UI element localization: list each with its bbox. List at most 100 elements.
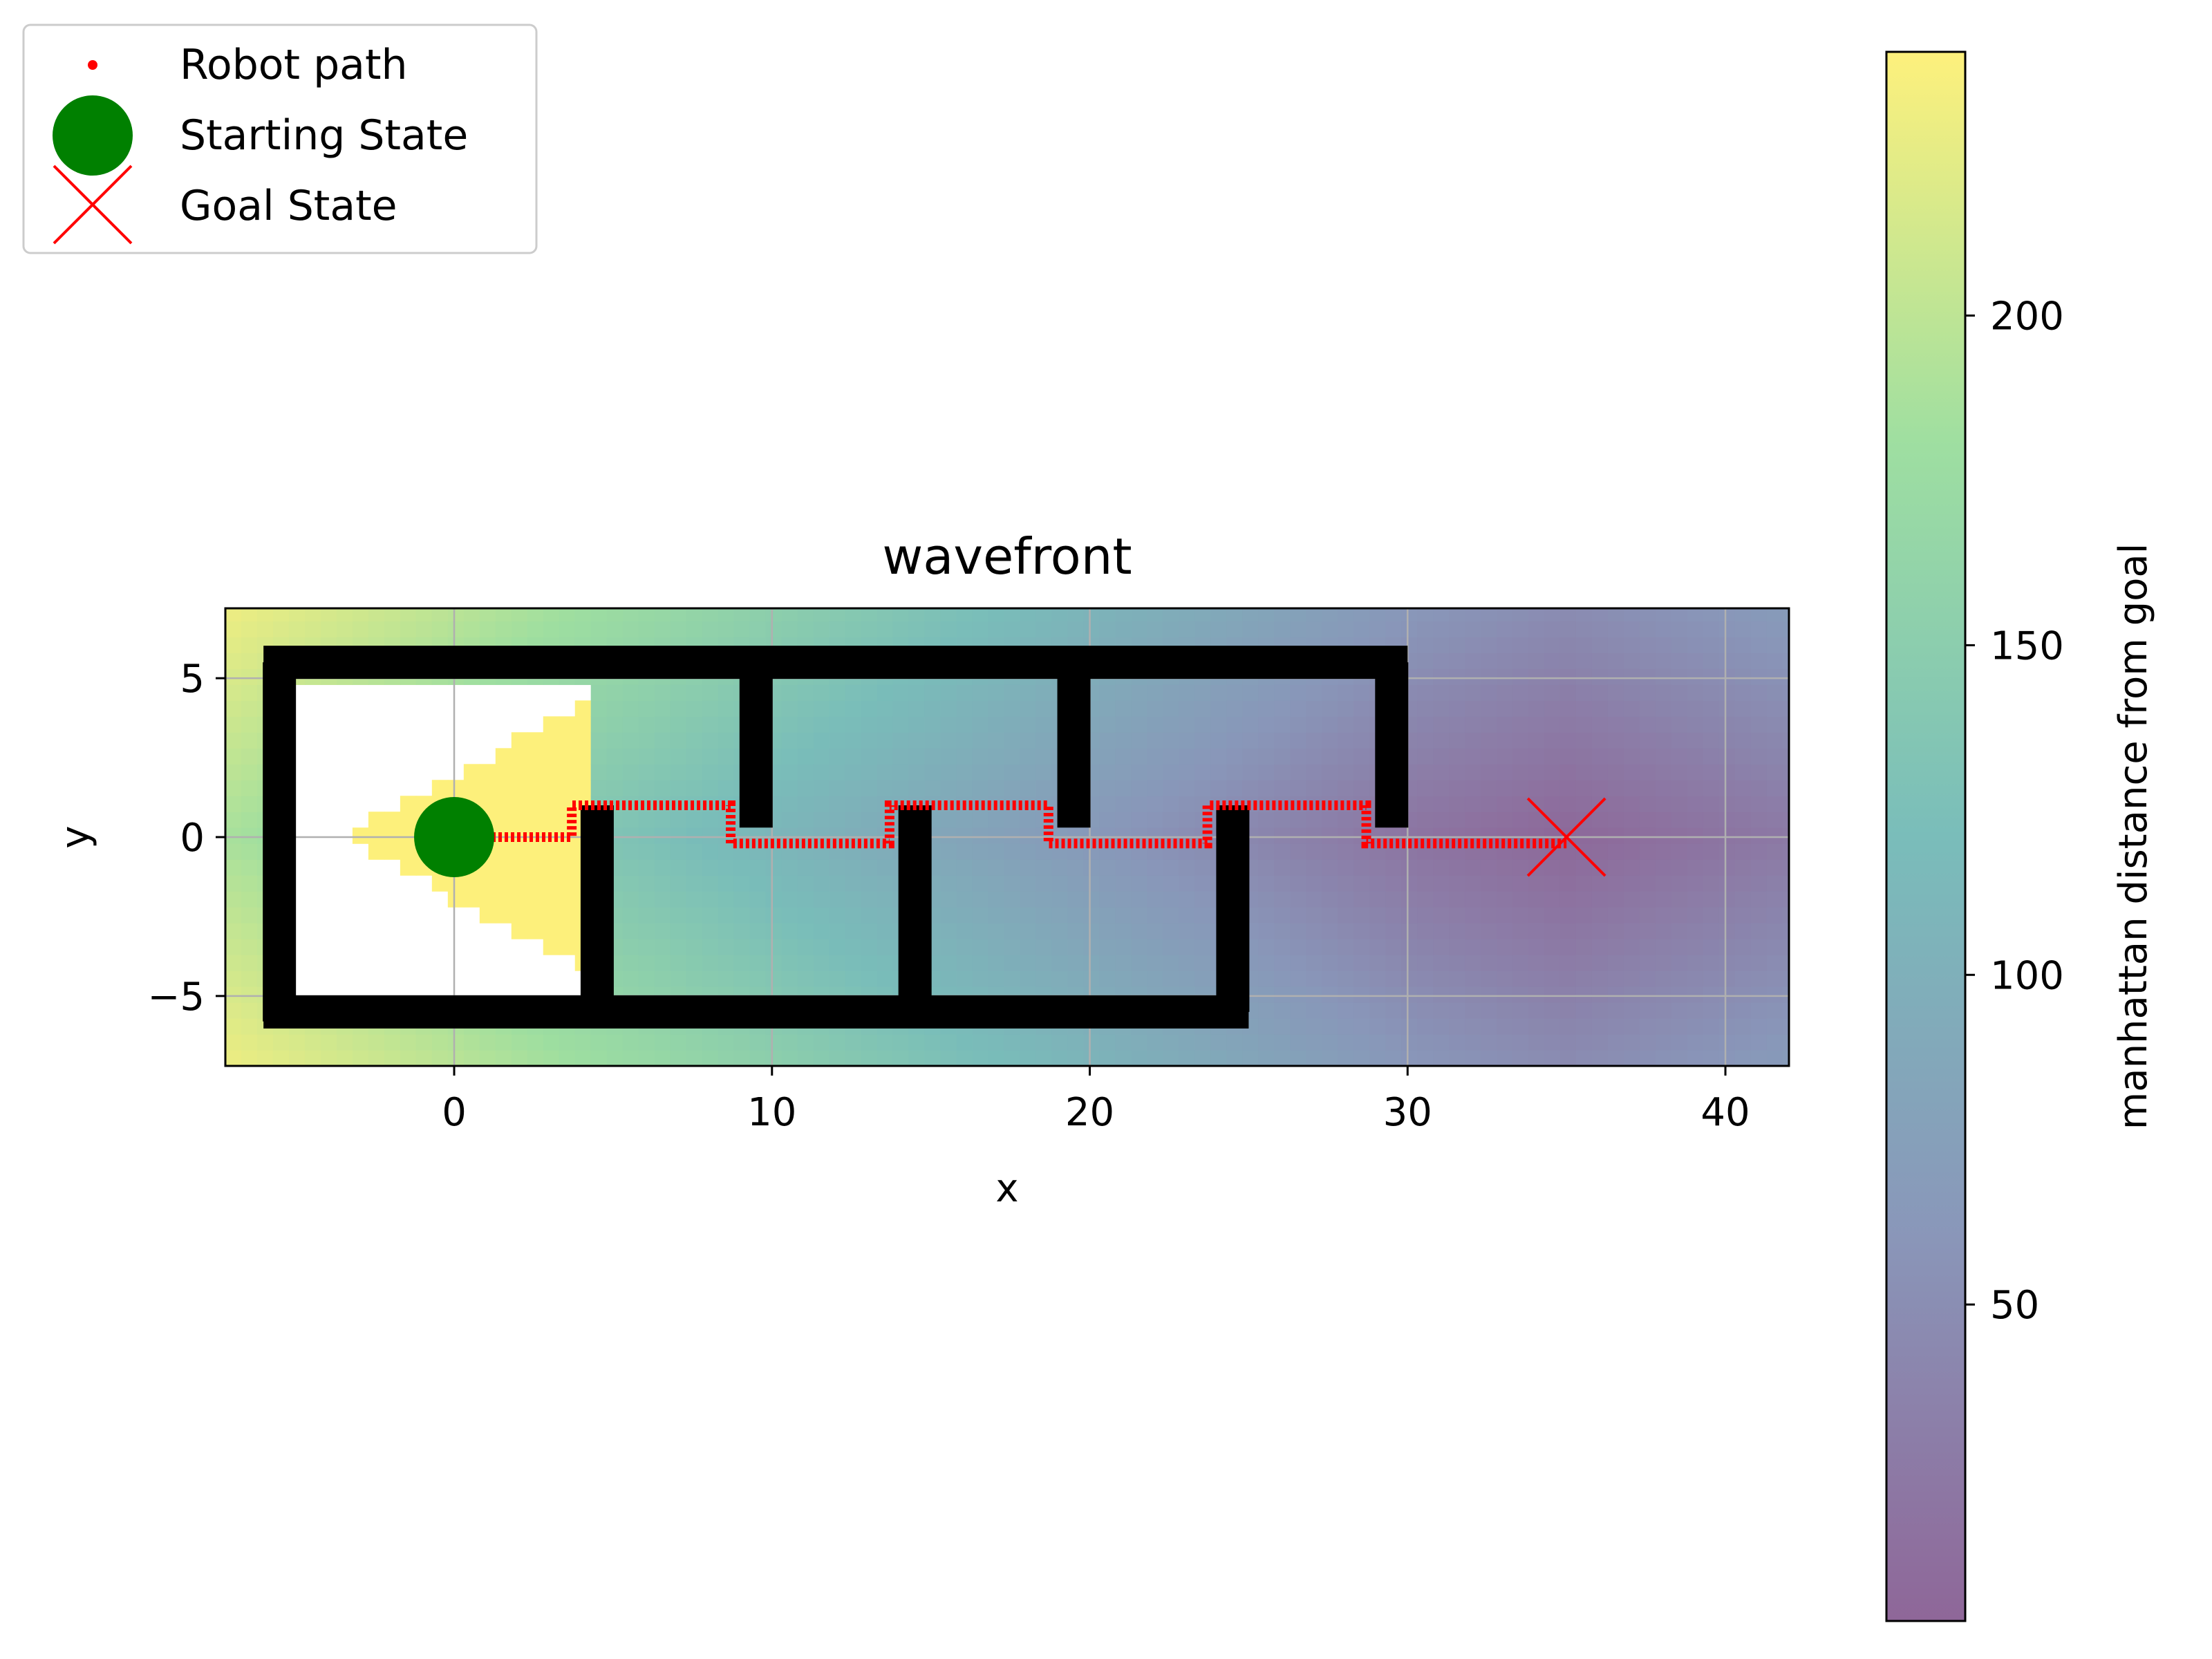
heatmap-cell xyxy=(1481,780,1497,796)
heatmap-cell xyxy=(1179,780,1195,796)
heatmap-cell xyxy=(845,891,862,908)
heatmap-cell xyxy=(956,684,973,701)
heatmap-cell xyxy=(1734,812,1752,828)
heatmap-cell xyxy=(924,684,941,701)
heatmap-cell xyxy=(1131,608,1147,621)
heatmap-cell xyxy=(861,684,878,701)
heatmap-cell xyxy=(1481,668,1497,685)
heatmap-cell xyxy=(1258,1018,1275,1035)
heatmap-cell xyxy=(527,621,544,637)
heatmap-cell xyxy=(241,1018,258,1035)
heatmap-cell xyxy=(1687,986,1704,1003)
heatmap-cell xyxy=(892,684,910,701)
heatmap-cell xyxy=(1687,827,1704,844)
heatmap-cell xyxy=(1179,608,1195,621)
heatmap-cell xyxy=(1718,608,1736,621)
heatmap-cell xyxy=(400,621,417,637)
heatmap-cell xyxy=(511,907,528,924)
heatmap-cell xyxy=(1718,621,1736,637)
heatmap-cell xyxy=(1639,748,1656,765)
heatmap-cell xyxy=(495,621,512,637)
heatmap-cell xyxy=(336,608,353,621)
heatmap-cell xyxy=(670,716,687,733)
heatmap-cell xyxy=(940,939,957,955)
heatmap-cell xyxy=(861,907,878,924)
heatmap-cell xyxy=(1274,621,1291,637)
heatmap-cell xyxy=(972,923,989,939)
heatmap-cell xyxy=(511,1050,528,1066)
heatmap-cell xyxy=(892,621,910,637)
heatmap-cell xyxy=(1147,907,1163,924)
heatmap-cell xyxy=(940,875,957,892)
heatmap-cell xyxy=(1179,891,1195,908)
heatmap-cell xyxy=(1306,986,1322,1003)
heatmap-cell xyxy=(241,955,258,971)
heatmap-cell xyxy=(829,608,846,621)
heatmap-cell xyxy=(638,621,655,637)
heatmap-cell xyxy=(1655,986,1672,1003)
heatmap-cell xyxy=(1782,732,1789,749)
heatmap-cell xyxy=(1671,1050,1688,1066)
heatmap-cell xyxy=(415,608,433,621)
heatmap-cell xyxy=(1623,637,1640,653)
heatmap-cell xyxy=(813,859,830,876)
heatmap-cell xyxy=(1051,971,1068,987)
heatmap-cell xyxy=(1782,764,1789,780)
heatmap-cell xyxy=(1782,700,1789,717)
heatmap-cell xyxy=(400,827,417,844)
heatmap-cell xyxy=(1290,875,1306,892)
heatmap-cell xyxy=(1591,732,1609,749)
heatmap-cell xyxy=(1401,955,1418,971)
heatmap-cell xyxy=(1591,608,1609,621)
heatmap-cell xyxy=(1497,1034,1513,1051)
heatmap-cell xyxy=(1655,971,1672,987)
heatmap-cell xyxy=(1306,812,1322,828)
heatmap-cell xyxy=(1004,971,1020,987)
heatmap-cell xyxy=(797,1050,814,1066)
heatmap-cell xyxy=(908,716,926,733)
heatmap-cell xyxy=(670,843,687,860)
heatmap-cell xyxy=(749,923,767,939)
heatmap-cell xyxy=(1194,859,1211,876)
heatmap-cell xyxy=(1274,608,1291,621)
heatmap-cell xyxy=(1369,923,1386,939)
heatmap-cell xyxy=(1607,907,1624,924)
heatmap-cell xyxy=(1099,748,1116,765)
heatmap-cell xyxy=(559,748,576,765)
heatmap-cell xyxy=(368,608,385,621)
heatmap-cell xyxy=(1734,684,1752,701)
heatmap-cell xyxy=(1718,668,1736,685)
heatmap-cell xyxy=(622,700,639,717)
heatmap-cell xyxy=(1226,700,1243,717)
heatmap-cell xyxy=(1290,700,1306,717)
heatmap-cell xyxy=(1401,621,1418,637)
heatmap-cell xyxy=(1322,716,1338,733)
heatmap-cell xyxy=(1655,812,1672,828)
heatmap-cell xyxy=(1703,1034,1720,1051)
heatmap-cell xyxy=(1655,700,1672,717)
heatmap-cell xyxy=(479,608,496,621)
heatmap-cell xyxy=(813,923,830,939)
heatmap-cell xyxy=(1655,843,1672,860)
heatmap-cell xyxy=(1750,621,1768,637)
heatmap-cell xyxy=(1385,621,1402,637)
heatmap-cell xyxy=(1497,668,1513,685)
heatmap-cell xyxy=(1465,971,1481,987)
heatmap-cell xyxy=(892,608,910,621)
heatmap-cell xyxy=(797,732,814,749)
heatmap-cell xyxy=(1306,955,1322,971)
heatmap-cell xyxy=(241,971,258,987)
heatmap-cell xyxy=(940,716,957,733)
heatmap-cell xyxy=(1750,653,1768,669)
heatmap-cell xyxy=(654,955,671,971)
markers xyxy=(414,797,1606,877)
heatmap-cell xyxy=(1481,891,1497,908)
heatmap-cell xyxy=(1607,1034,1624,1051)
heatmap-cell xyxy=(1703,764,1720,780)
heatmap-cell xyxy=(1020,859,1036,876)
heatmap-cell xyxy=(1687,653,1704,669)
heatmap-cell xyxy=(225,780,242,796)
y-tick-label: 0 xyxy=(180,816,205,861)
heatmap-cell xyxy=(670,923,687,939)
heatmap-cell xyxy=(1035,621,1052,637)
